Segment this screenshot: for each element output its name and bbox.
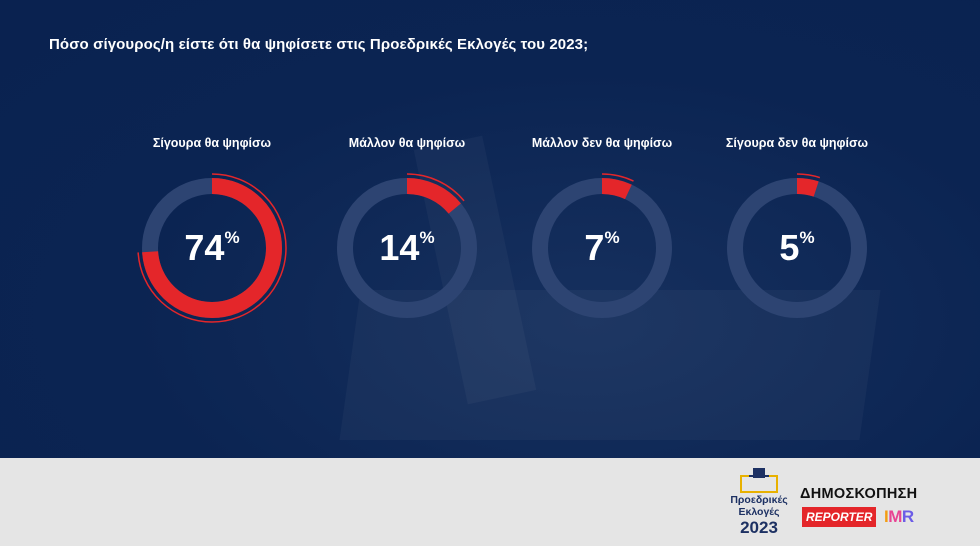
- gauge-ring: [332, 173, 482, 323]
- gauge-value-number: 7: [584, 227, 605, 268]
- reporter-logo: REPORTER: [802, 507, 877, 527]
- gauge-value-arc: [727, 178, 867, 318]
- gauge-label: Σίγουρα δεν θα ψηφίσω: [725, 136, 869, 150]
- gauge-value-number: 5: [779, 227, 800, 268]
- gauge-ring-wrap: 14%: [327, 168, 487, 328]
- gauge-2: Μάλλον θα ψηφίσω 14%: [322, 132, 492, 328]
- gauge-outline-arc: [722, 173, 872, 323]
- gauge-value-arc: [337, 178, 477, 318]
- ballot-box-icon: [740, 468, 778, 493]
- footer: Προεδρικές Εκλογές 2023 ΔΗΜΟΣΚΟΠΗΣΗ REPO…: [0, 458, 980, 546]
- gauge-value-label: 7%: [522, 168, 682, 328]
- election-logo: Προεδρικές Εκλογές 2023: [727, 466, 791, 540]
- gauge-value-arc: [142, 178, 282, 318]
- election-logo-line1: Προεδρικές: [730, 494, 788, 506]
- poll-label: ΔΗΜΟΣΚΟΠΗΣΗ: [800, 486, 918, 502]
- gauge-value-number: 14: [379, 227, 420, 268]
- gauge-ring-wrap: 7%: [522, 168, 682, 328]
- imr-letter-r: R: [901, 507, 914, 526]
- gauge-ring: [137, 173, 287, 323]
- slide-background: Πόσο σίγουρος/η είστε ότι θα ψηφίσετε στ…: [0, 0, 980, 458]
- imr-letter-m: M: [888, 507, 902, 526]
- imr-letter-i: I: [884, 507, 889, 526]
- gauge-value-number: 74: [184, 227, 225, 268]
- gauge-value-label: 5%: [717, 168, 877, 328]
- chart-title: Πόσο σίγουρος/η είστε ότι θα ψηφίσετε στ…: [49, 36, 589, 53]
- gauge-outline-arc: [527, 173, 677, 323]
- gauge-value-unit: %: [799, 228, 815, 247]
- gauge-value-arc: [532, 178, 672, 318]
- gauge-outline-arc: [137, 173, 287, 323]
- election-logo-year: 2023: [740, 518, 778, 537]
- gauge-label: Σίγουρα θα ψηφίσω: [152, 136, 272, 150]
- gauge-outline-arc: [332, 173, 482, 323]
- gauge-label: Μάλλον θα ψηφίσω: [348, 136, 466, 150]
- gauge-value-unit: %: [604, 228, 620, 247]
- gauge-value-label: 74%: [132, 168, 292, 328]
- gauge-value-label: 14%: [327, 168, 487, 328]
- gauge-ring-wrap: 5%: [717, 168, 877, 328]
- election-logo-line2: Εκλογές: [738, 506, 780, 518]
- gauge-4: Σίγουρα δεν θα ψηφίσω 5%: [712, 132, 882, 328]
- gauge-label: Μάλλον δεν θα ψηφίσω: [531, 136, 673, 150]
- gauge-ring: [722, 173, 872, 323]
- gauge-1: Σίγουρα θα ψηφίσω 74%: [127, 132, 297, 328]
- gauge-ring: [527, 173, 677, 323]
- gauge-value-unit: %: [419, 228, 435, 247]
- imr-logo: IMR: [884, 506, 914, 528]
- gauge-3: Μάλλον δεν θα ψηφίσω 7%: [517, 132, 687, 328]
- gauge-value-unit: %: [224, 228, 240, 247]
- gauge-ring-wrap: 74%: [132, 168, 292, 328]
